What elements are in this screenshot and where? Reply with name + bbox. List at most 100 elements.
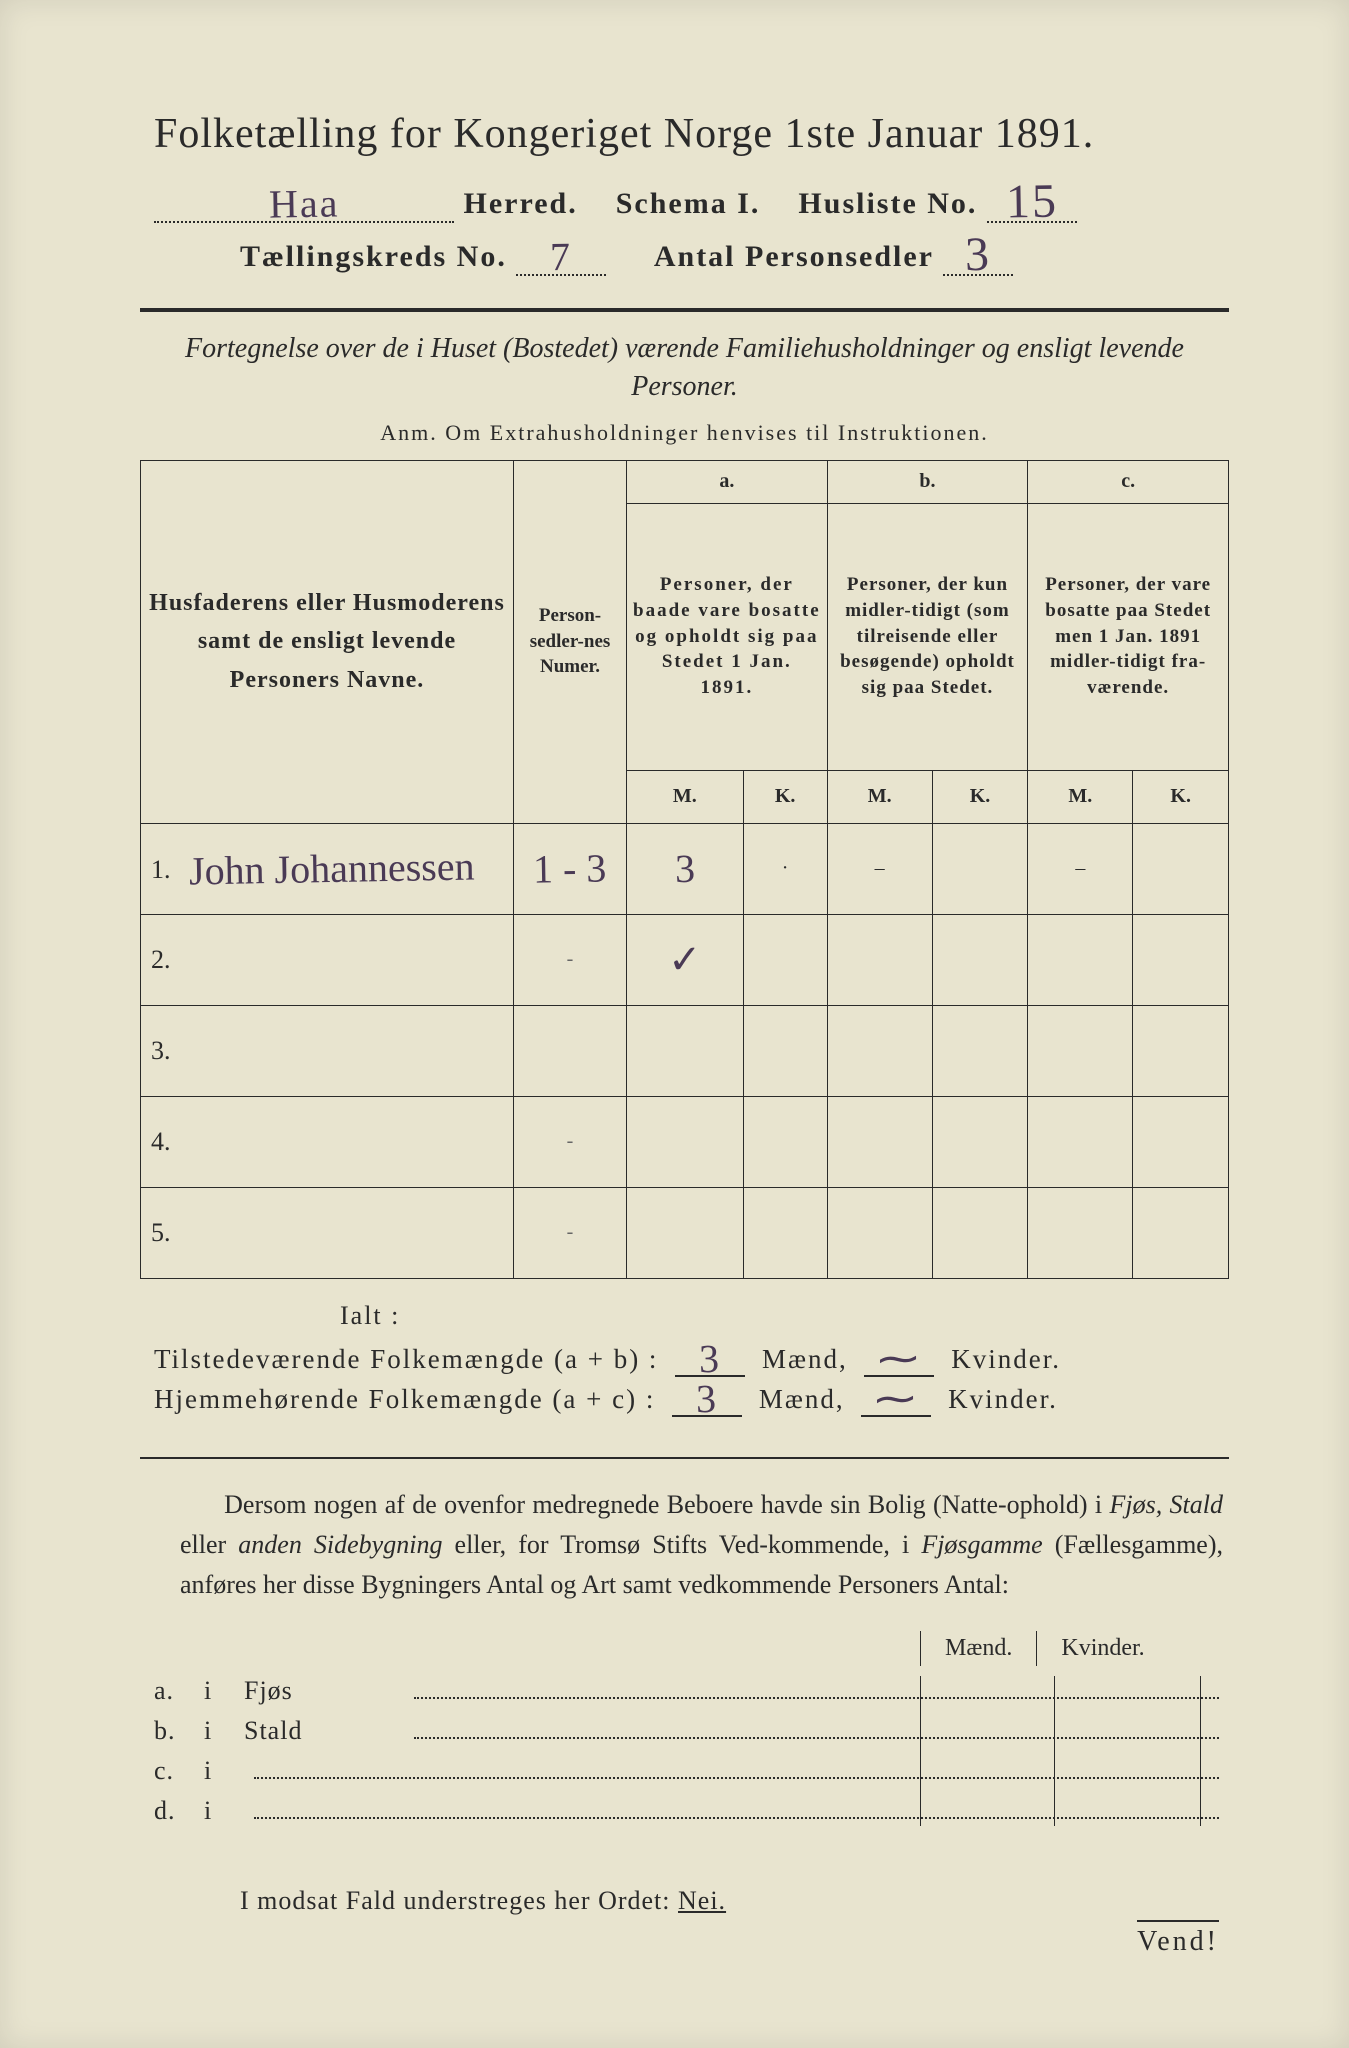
row-b-k [932,1005,1028,1096]
sum2-k: ⁓ [861,1383,931,1417]
bldg-c-lbl: c. [154,1756,204,1786]
footer-text: I modsat Fald understreges her Ordet: [240,1886,671,1915]
kvinder-label-2: Kvinder. [948,1384,1058,1414]
col-a-desc: Personer, der baade vare bosatte og opho… [627,503,828,770]
herred-field: Haa [154,187,454,223]
c-m: M. [1028,770,1133,823]
row-name-value: John Johannessen [189,854,475,883]
vline-1 [920,1676,921,1826]
table-row: 3. [141,1005,1229,1096]
a-k: K. [743,770,827,823]
kreds-label: Tællingskreds No. [240,240,507,273]
sum-line-1: Tilstedeværende Folkemængde (a + b) : 3 … [154,1343,1229,1377]
antal-label: Antal Personsedler [654,240,934,273]
bldg-b-lbl: b. [154,1716,204,1746]
sum-line-2: Hjemmehørende Folkemængde (a + c) : 3 Mæ… [154,1383,1229,1417]
bldg-a-dots [414,1682,1219,1700]
row-a-m [627,1096,744,1187]
row-c-k [1133,1005,1229,1096]
kreds-line: Tællingskreds No. 7 Antal Personsedler 3 [140,237,1229,276]
kreds-value: 7 [550,245,572,269]
row-c-k [1133,1187,1229,1278]
row-a-k [743,1187,827,1278]
row-a-k [743,914,827,1005]
husliste-field: 15 [987,184,1077,223]
row-name: 5. [141,1187,514,1278]
col-c-head: c. [1028,460,1229,503]
footer-line: I modsat Fald understreges her Ordet: Ne… [240,1886,1229,1916]
bldg-a-lbl: a. [154,1676,204,1706]
bldg-row-c: c. i [154,1756,1229,1786]
sum2-label: Hjemmehørende Folkemængde (a + c) : [154,1384,655,1414]
col-a-head: a. [627,460,828,503]
row-c-m [1028,1096,1133,1187]
divider-2 [140,1457,1229,1459]
sum1-label: Tilstedeværende Folkemængde (a + b) : [154,1344,658,1374]
row-sedler [514,1005,627,1096]
bldg-d-i: i [204,1796,244,1826]
bldg-section: a. i Fjøs b. i Stald c. i d. i [140,1676,1229,1826]
row-name: 2. [141,914,514,1005]
row-b-k [932,1187,1028,1278]
col-b-head: b. [827,460,1028,503]
kreds-field: 7 [516,240,606,276]
col-name-header: Husfaderens eller Husmoderens samt de en… [141,460,514,823]
row-a-m [627,1005,744,1096]
herred-value: Haa [269,191,340,216]
bldg-a-i: i [204,1676,244,1706]
bldg-row-a: a. i Fjøs [154,1676,1229,1706]
row-a-m: ✓ [627,914,744,1005]
vend-label: Vend! [1137,1920,1219,1958]
row-name: 1. John Johannessen [141,823,514,914]
sum1-m: 3 [675,1343,745,1377]
nei-word: Nei. [678,1886,726,1915]
mk-header: Mænd. Kvinder. [920,1631,1229,1666]
divider-1 [140,308,1229,312]
c-k: K. [1133,770,1229,823]
table-row: 5. - [141,1187,1229,1278]
row-sedler: 1 - 3 [514,823,627,914]
bldg-b-name: Stald [244,1716,414,1746]
table-row: 4. - [141,1096,1229,1187]
col-c-desc: Personer, der vare bosatte paa Stedet me… [1028,503,1229,770]
col-b-desc: Personer, der kun midler-tidigt (som til… [827,503,1028,770]
vline-3 [1200,1676,1201,1826]
row-b-m [827,1187,932,1278]
bldg-d-dots [254,1802,1219,1820]
kvinder-label: Kvinder. [951,1344,1061,1374]
row-a-k [743,1096,827,1187]
husliste-value: 15 [1006,188,1058,218]
col-sedler-header: Person-sedler-nes Numer. [514,460,627,823]
table-row: 1. John Johannessen 1 - 3 3 · – – [141,823,1229,914]
maend-label: Mænd, [762,1344,848,1374]
household-table: Husfaderens eller Husmoderens samt de en… [140,460,1229,1279]
row-c-k [1133,823,1229,914]
row-b-m [827,914,932,1005]
row-c-m [1028,1005,1133,1096]
row-sedler: - [514,1096,627,1187]
page-title: Folketælling for Kongeriget Norge 1ste J… [140,110,1229,158]
row-c-m: – [1028,823,1133,914]
mk-m: Mænd. [920,1631,1036,1666]
row-a-k: · [743,823,827,914]
row-b-k [932,914,1028,1005]
sum2-m: 3 [672,1383,742,1417]
row-b-m [827,1096,932,1187]
bldg-c-i: i [204,1756,244,1786]
bldg-a-name: Fjøs [244,1676,414,1706]
herred-label: Herred. [464,187,578,220]
row-a-m [627,1187,744,1278]
row-a-m: 3 [627,823,744,914]
bldg-b-dots [414,1722,1219,1740]
row-b-k [932,823,1028,914]
row-c-m [1028,1187,1133,1278]
row-b-m [827,1005,932,1096]
row-c-k [1133,1096,1229,1187]
row-c-k [1133,914,1229,1005]
row-a-k [743,1005,827,1096]
census-form-page: Folketælling for Kongeriget Norge 1ste J… [0,0,1349,2048]
antal-field: 3 [943,237,1013,276]
mk-k: Kvinder. [1036,1631,1168,1666]
vline-2 [1054,1676,1055,1826]
bldg-b-i: i [204,1716,244,1746]
